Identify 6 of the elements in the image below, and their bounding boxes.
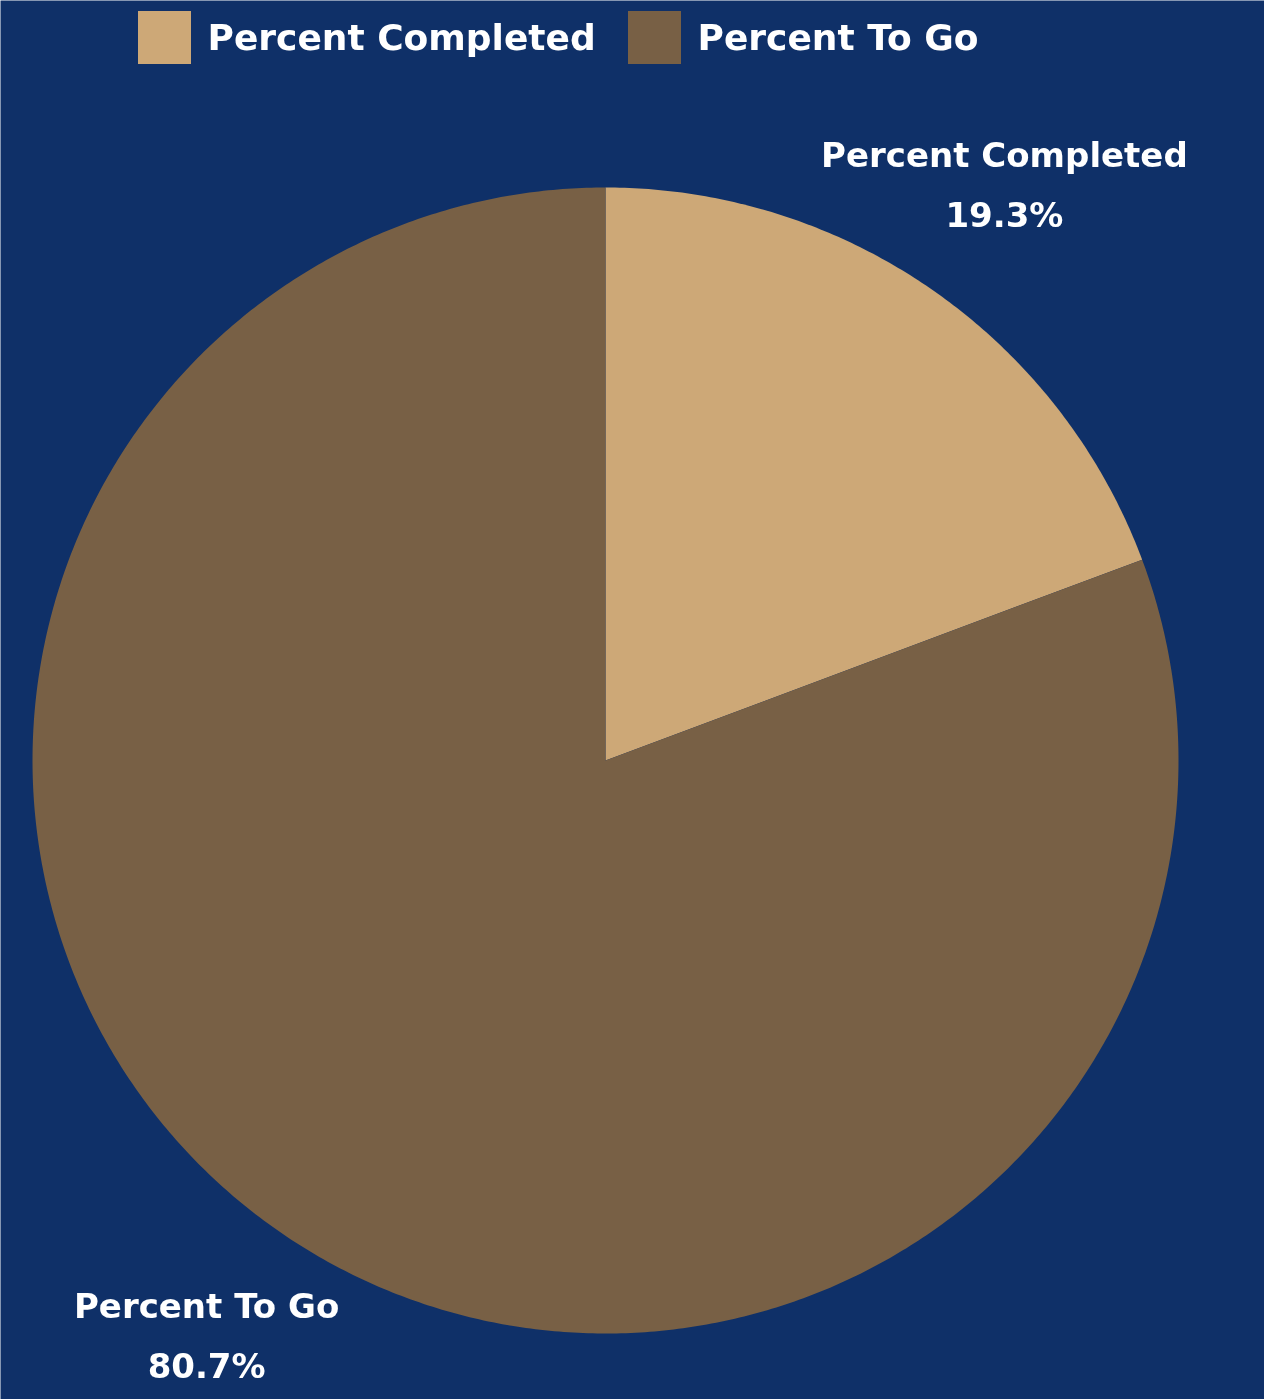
data-label: 19.3% <box>945 195 1064 236</box>
slice-label: Percent Completed <box>821 135 1188 176</box>
legend-label: Percent To Go <box>697 17 979 58</box>
legend-label: Percent Completed <box>207 17 596 58</box>
slice-label: Percent To Go <box>73 1285 340 1326</box>
data-label: 80.7% <box>147 1345 266 1386</box>
